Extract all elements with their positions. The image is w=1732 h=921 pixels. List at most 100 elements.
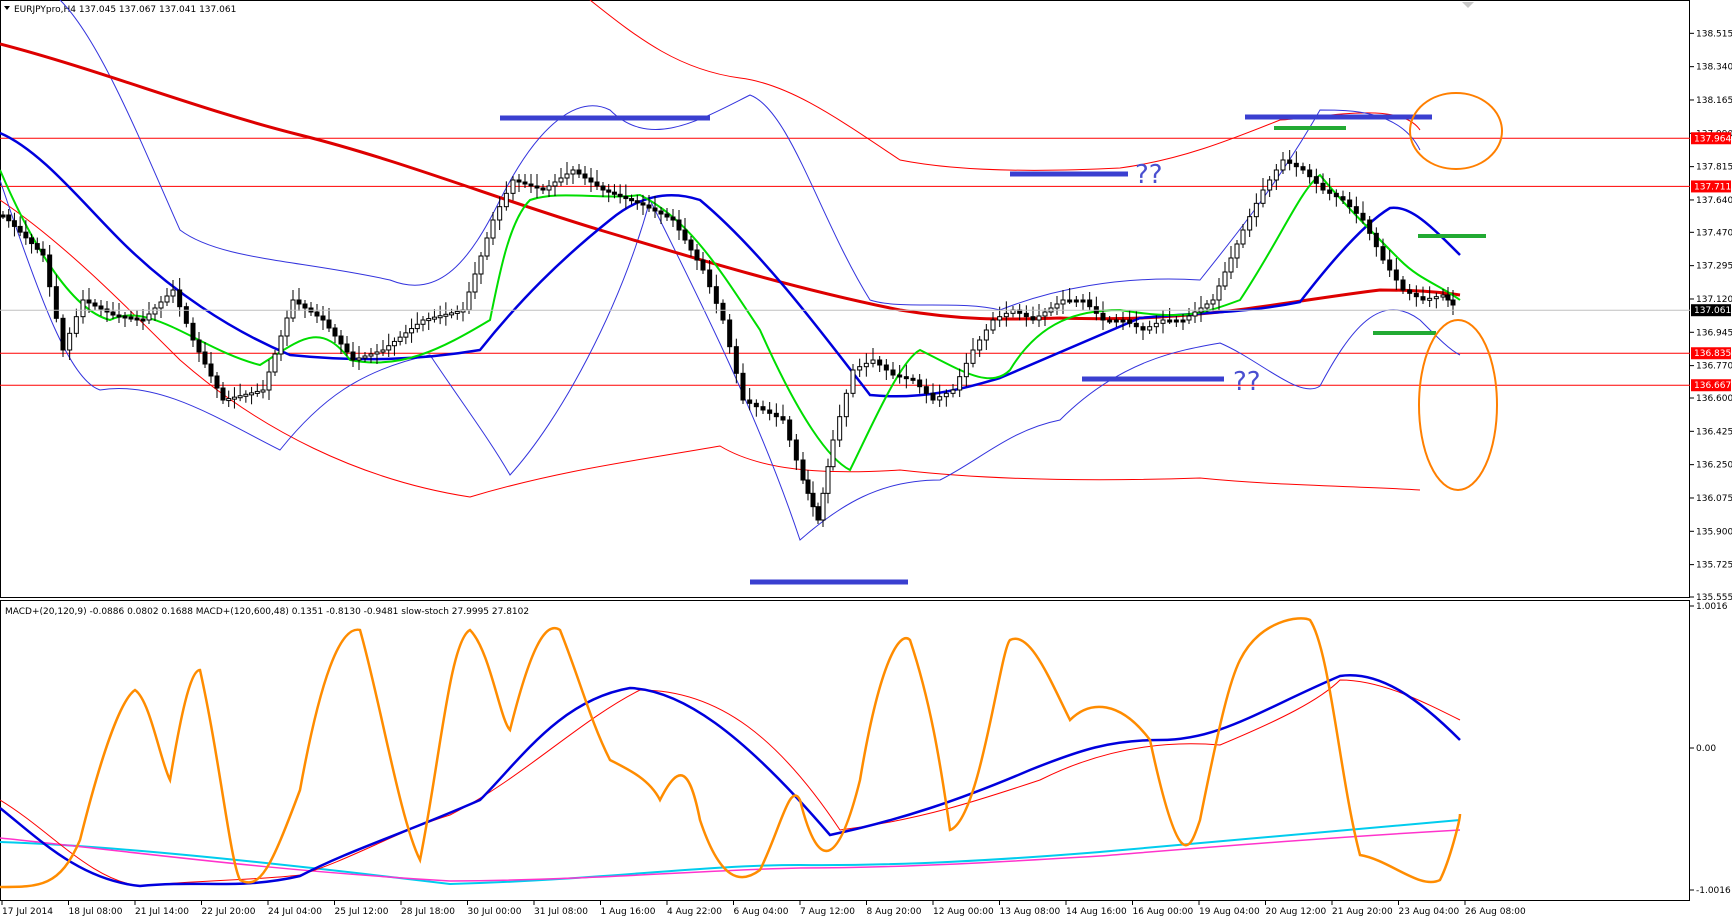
candle-body: [243, 393, 249, 397]
candle-body: [516, 179, 522, 183]
candle-body: [183, 306, 189, 324]
price-tick-label: 136.945: [1696, 328, 1732, 338]
time-tick-label: 8 Aug 20:00: [867, 907, 922, 917]
time-tick-label: 20 Aug 12:00: [1266, 907, 1327, 917]
time-tick-label: 16 Aug 00:00: [1133, 907, 1194, 917]
candle-body: [409, 328, 415, 334]
price-tick-label: 136.600: [1696, 394, 1732, 404]
candle-body: [60, 317, 66, 351]
horizontal-levels: 137.964 137.711 136.835 136.667: [0, 132, 1731, 392]
candle-body: [760, 406, 766, 411]
candle-body: [426, 318, 432, 322]
time-tick-label: 31 Jul 08:00: [534, 907, 588, 917]
candle-body: [503, 192, 509, 208]
candle-body: [11, 220, 17, 227]
candle-body: [140, 318, 146, 322]
candle-body: [92, 302, 98, 307]
candle-body: [350, 351, 356, 361]
bollinger-bands-blue: [0, 0, 1461, 541]
candle-body: [837, 416, 843, 441]
candle-body: [17, 225, 23, 233]
candle-body: [1140, 326, 1146, 331]
candle-body: [196, 339, 202, 353]
candle-body: [202, 351, 208, 365]
candle-body: [86, 299, 92, 304]
scroll-marker-icon[interactable]: [1462, 2, 1474, 8]
candle-body: [943, 392, 949, 398]
candle-body: [1087, 299, 1093, 308]
candle-body: [278, 335, 284, 355]
candle-body: [472, 273, 478, 293]
candle-body: [930, 392, 936, 401]
candle-body: [1387, 259, 1393, 271]
candle-body: [570, 169, 576, 175]
level-price-tag: [1691, 180, 1731, 193]
osc-tick-label: 0.00: [1696, 744, 1716, 754]
time-tick-label: 14 Aug 16:00: [1066, 907, 1127, 917]
candle-body: [164, 295, 170, 303]
candle-body: [1313, 176, 1319, 184]
candle-body: [302, 303, 308, 309]
candle-body: [1300, 166, 1306, 171]
macd-slow-signal: [0, 829, 1461, 882]
highlight-ellipse-bottom[interactable]: [1418, 319, 1498, 491]
price-tick-label: 137.815: [1696, 163, 1732, 173]
current-price-tag: [1691, 304, 1731, 317]
dropdown-triangle-icon[interactable]: [4, 6, 10, 10]
candle-body: [640, 202, 646, 206]
candle-body: [850, 369, 856, 394]
candle-body: [1393, 269, 1399, 281]
candle-body: [1120, 319, 1126, 323]
annotation-bars: [500, 114, 1486, 585]
candle-body: [67, 332, 73, 351]
candle-body: [534, 185, 540, 189]
candle-body: [47, 254, 53, 288]
candle-body: [1234, 243, 1240, 259]
highlight-ellipse-top[interactable]: [1409, 92, 1503, 170]
candle-body: [863, 362, 869, 368]
candle-body: [466, 291, 472, 311]
candle-body: [356, 357, 362, 361]
candle-body: [1440, 294, 1446, 298]
candle-body: [767, 409, 773, 414]
candle-body: [1267, 179, 1273, 191]
candle-body: [617, 193, 623, 197]
candle-body: [1287, 159, 1293, 164]
candle-body: [600, 185, 606, 191]
candle-body: [1023, 312, 1029, 318]
candle-body: [260, 389, 266, 393]
candle-body: [320, 315, 326, 321]
candle-body: [40, 248, 46, 256]
candle-body: [0, 214, 6, 218]
time-tick-label: 19 Aug 04:00: [1199, 907, 1260, 917]
macd-slow-line: [0, 819, 1461, 886]
candle-body: [910, 377, 916, 381]
candle-body: [588, 177, 594, 183]
time-tick-label: 28 Jul 18:00: [401, 907, 455, 917]
price-tick-label: 136.250: [1696, 461, 1732, 471]
candlesticks: [0, 150, 1456, 527]
candle-body: [830, 439, 836, 468]
candle-body: [1327, 189, 1333, 194]
candle-body: [1042, 311, 1048, 317]
candle-body: [220, 387, 226, 401]
candle-body: [1003, 312, 1009, 318]
annotation-question-2: ??: [1233, 367, 1261, 397]
price-tick-label: 138.165: [1696, 96, 1732, 106]
candle-body: [29, 237, 35, 245]
time-tick-label: 25 Jul 12:00: [335, 907, 389, 917]
candle-body: [296, 299, 302, 305]
time-tick-label: 18 Jul 08:00: [69, 907, 123, 917]
candle-body: [646, 204, 652, 209]
candle-body: [1030, 316, 1036, 321]
candle-body: [857, 366, 863, 371]
candle-body: [380, 349, 386, 353]
candle-body: [497, 206, 503, 221]
candle-body: [787, 419, 793, 441]
candle-body: [634, 200, 640, 204]
candle-body: [1113, 319, 1119, 323]
candle-body: [158, 301, 164, 309]
candle-body: [983, 329, 989, 341]
candle-body: [332, 327, 338, 337]
